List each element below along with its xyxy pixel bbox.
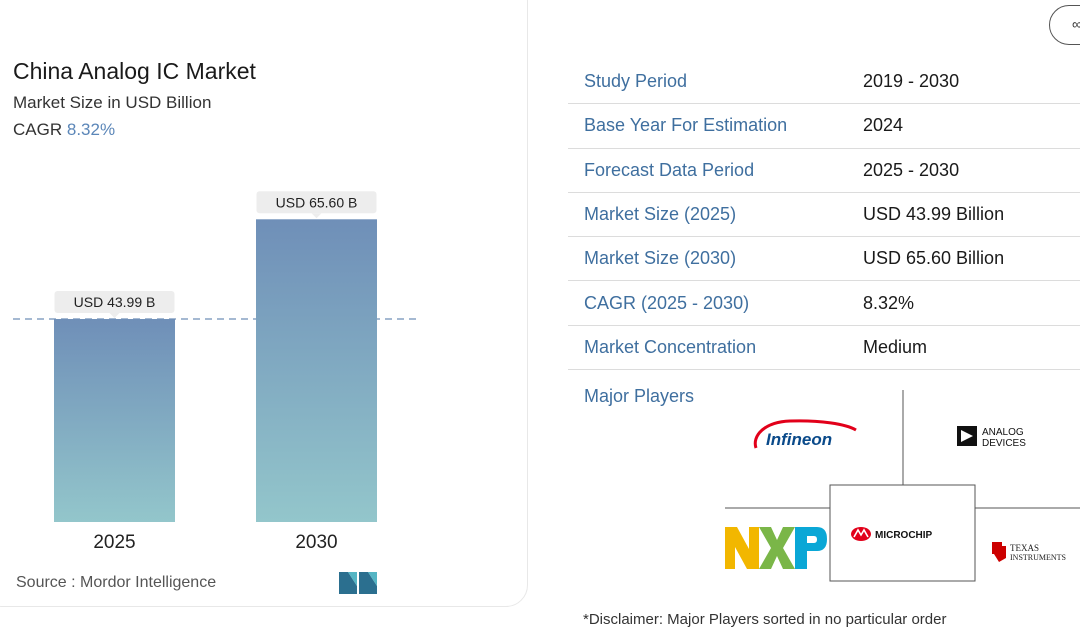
info-row-value: 2024 (863, 115, 904, 136)
major-players-label: Major Players (584, 386, 695, 406)
info-row: Base Year For Estimation 2024 (568, 104, 1080, 149)
info-row-key: Market Size (2030) (584, 248, 737, 269)
x-tick-label: 2025 (93, 532, 135, 553)
infineon-text: Infineon (766, 430, 832, 449)
texas-instruments-logo: TEXAS INSTRUMENTS (992, 542, 1066, 562)
info-row-value: 2019 - 2030 (863, 71, 960, 92)
infineon-logo: Infineon (753, 419, 857, 449)
data-label: USD 65.60 B (276, 194, 358, 210)
info-row: Forecast Data Period 2025 - 2030 (568, 149, 1080, 193)
data-label: USD 43.99 B (74, 294, 156, 310)
chart-title: China Analog IC Market (13, 58, 256, 84)
chart-subtitle: Market Size in USD Billion (13, 93, 212, 112)
info-row: Study Period 2019 - 2030 (568, 60, 1080, 105)
data-label-pointer (311, 213, 322, 219)
data-label-box (256, 191, 377, 214)
bar-2030 (256, 219, 377, 522)
cagr-label: CAGR (13, 120, 63, 139)
disclaimer-text: *Disclaimer: Major Players sorted in no … (583, 611, 947, 628)
bar-2025 (54, 319, 175, 522)
data-label-pointer (109, 313, 120, 319)
market-info-table: Study Period 2019 - 2030 Base Year For Est… (568, 60, 1080, 371)
data-label-box (54, 291, 175, 314)
info-row-value: 2025 - 2030 (863, 159, 960, 180)
info-row-value: 8.32% (863, 292, 915, 313)
info-row-key: Market Concentration (584, 336, 757, 357)
x-tick-label: 2030 (295, 532, 337, 553)
link-icon: ∞ (1072, 16, 1080, 32)
nxp-logo (725, 527, 827, 569)
info-row: Market Size (2030) USD 65.60 Billion (568, 237, 1080, 282)
info-row-key: Market Size (2025) (584, 204, 737, 225)
svg-text:ANALOG: ANALOG (982, 427, 1024, 438)
source-text: Source : Mordor Intelligence (16, 574, 217, 591)
info-row-key: Base Year For Estimation (584, 115, 788, 136)
analog-devices-logo: ANALOG DEVICES (957, 426, 1026, 449)
info-row-value: USD 43.99 Billion (863, 204, 1005, 225)
svg-text:INSTRUMENTS: INSTRUMENTS (1010, 553, 1066, 562)
cagr-value: 8.32% (66, 120, 116, 139)
cagr-line: CAGR 8.32% (13, 120, 115, 140)
svg-text:MICROCHIP: MICROCHIP (875, 530, 933, 541)
svg-text:TEXAS: TEXAS (1010, 543, 1039, 553)
bar-chart: USD 43.99 B 2025 USD 65.60 B 2030 (13, 191, 420, 553)
share-button[interactable]: ∞ (1049, 5, 1080, 45)
info-row-value: Medium (863, 336, 928, 357)
info-row: CAGR (2025 - 2030) 8.32% (568, 281, 1080, 326)
mordor-intelligence-icon (339, 572, 377, 594)
svg-text:DEVICES: DEVICES (982, 438, 1026, 449)
info-row: Market Concentration Medium (568, 326, 1080, 371)
info-row-value: USD 65.60 Billion (863, 248, 1005, 269)
info-row-key: Study Period (584, 71, 688, 92)
info-row: Market Size (2025) USD 43.99 Billion (568, 193, 1080, 238)
info-row-key: Forecast Data Period (584, 159, 755, 180)
info-row-key: CAGR (2025 - 2030) (584, 292, 750, 313)
microchip-logo: MICROCHIP (851, 527, 933, 541)
